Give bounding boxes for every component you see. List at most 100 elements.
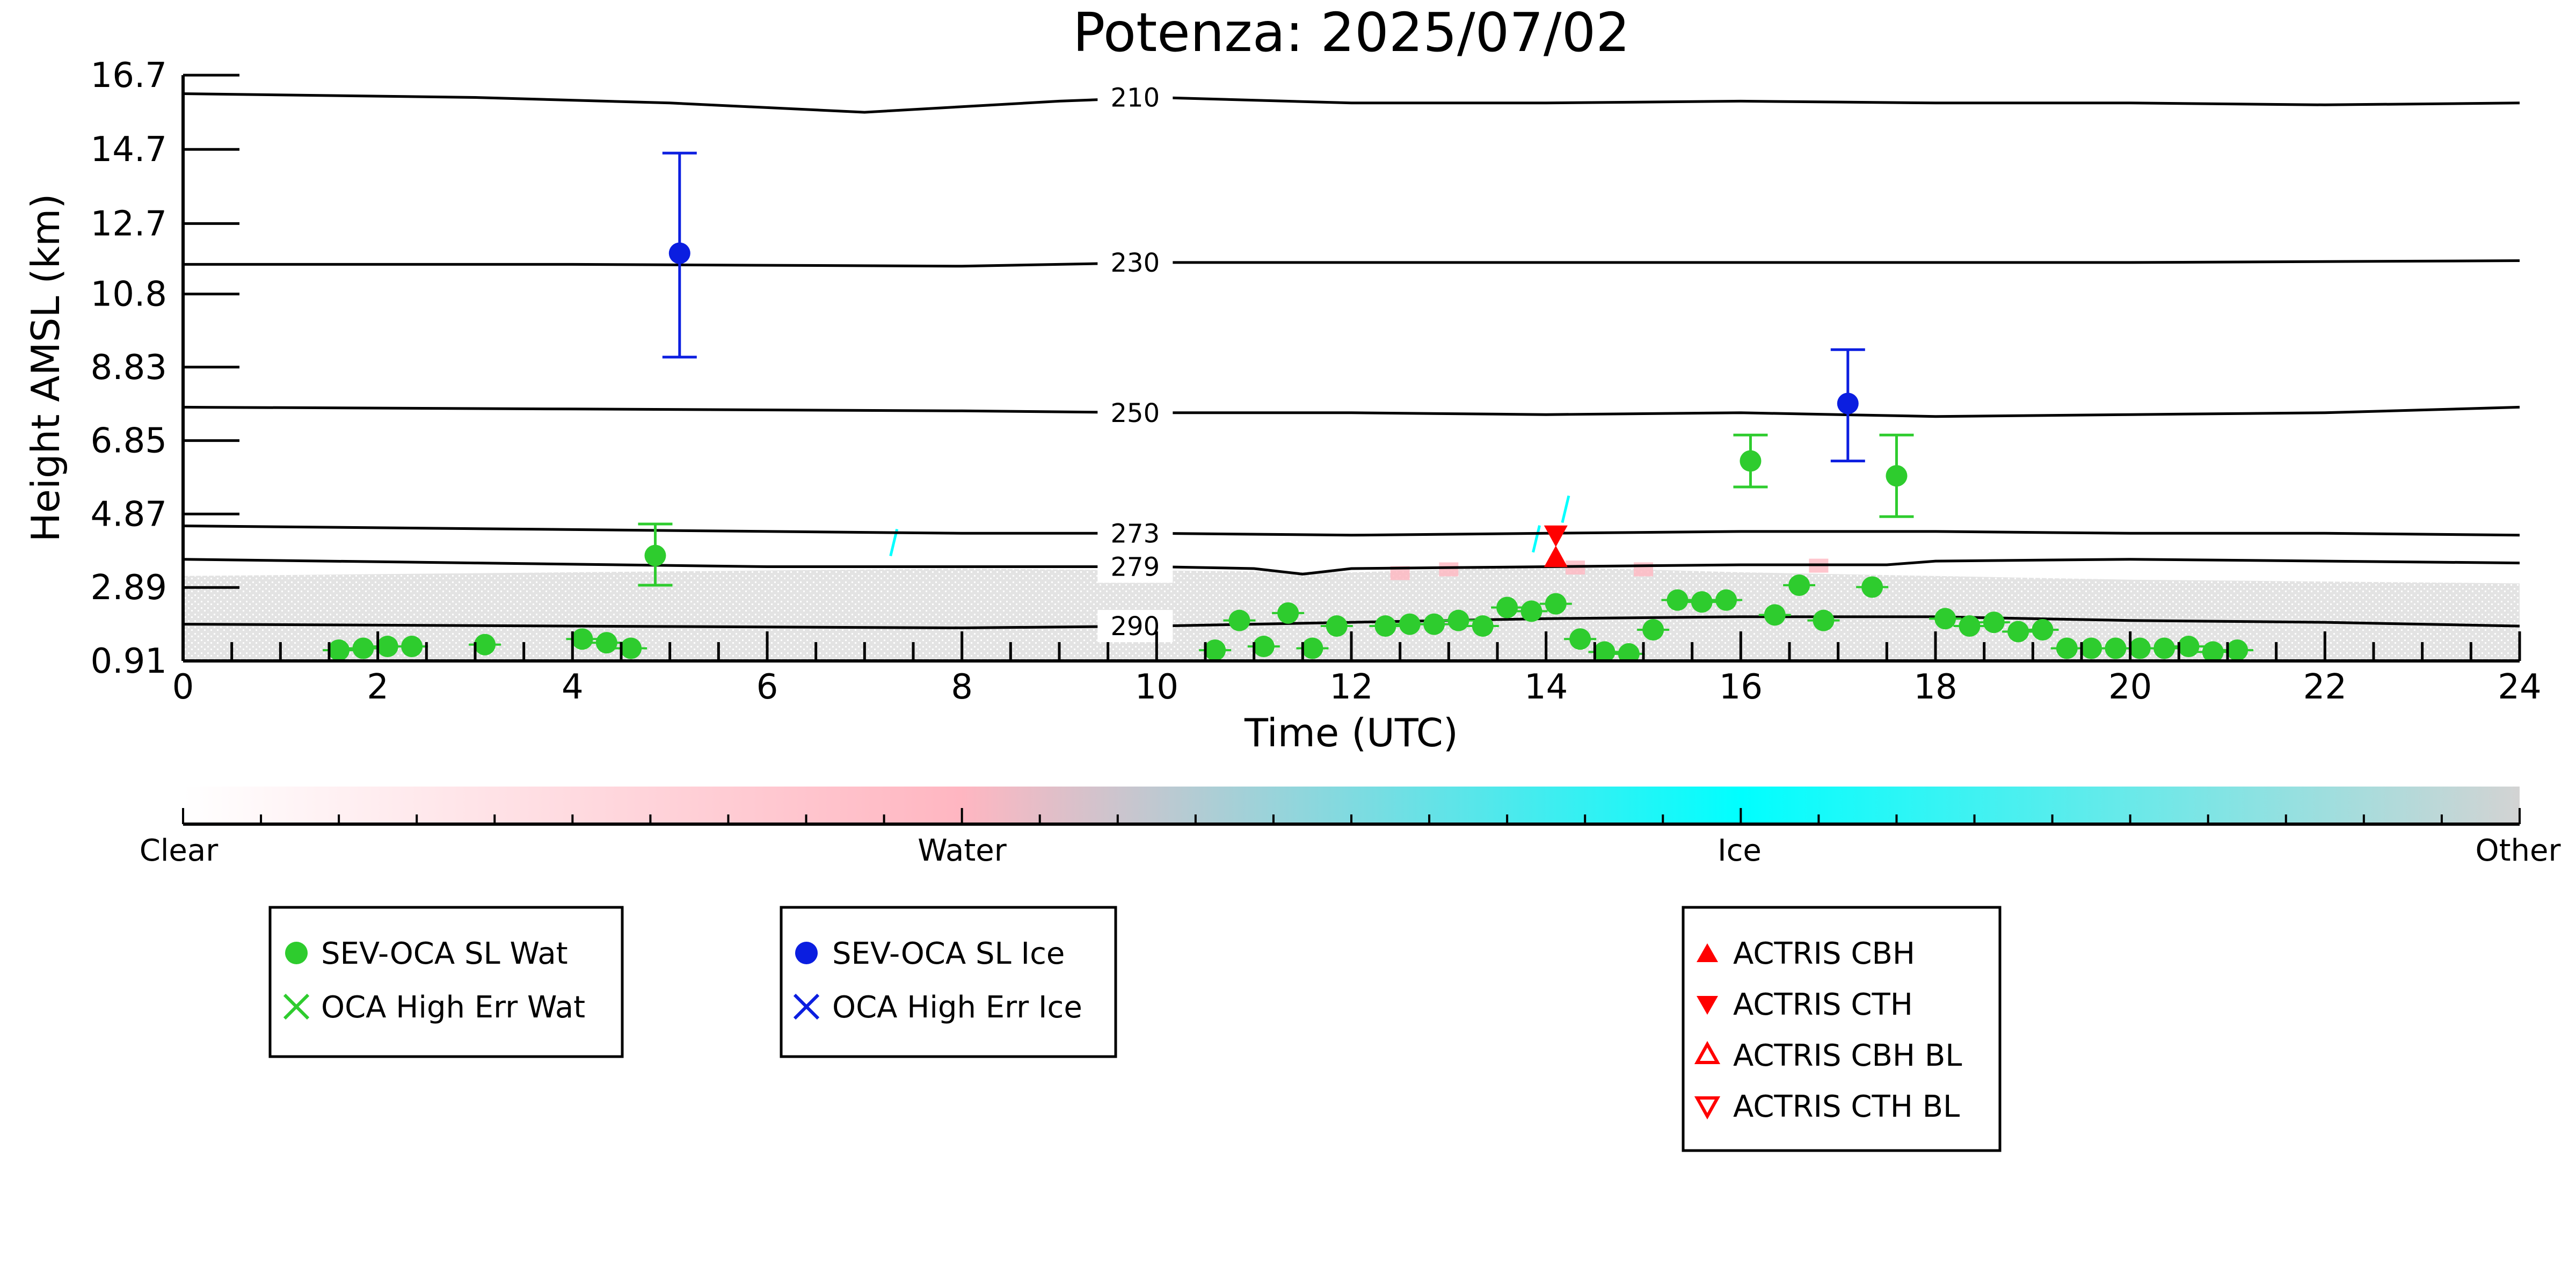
contour-label-210: 210	[1111, 83, 1160, 113]
data-point	[1886, 465, 1908, 487]
data-point	[2056, 637, 2078, 659]
water-cloud-patch	[1439, 562, 1459, 577]
legend-oca-high-err-wat: OCA High Err Wat	[321, 990, 585, 1025]
legend-sev-oca-sl-wat: SEV-OCA SL Wat	[321, 936, 568, 971]
contour-label-bg-279	[1097, 550, 1173, 583]
y-tick-label: 10.8	[91, 275, 168, 315]
y-tick-label: 16.7	[91, 56, 168, 96]
data-point	[2153, 637, 2175, 659]
legend-oca-high-err-ice: OCA High Err Ice	[832, 990, 1082, 1025]
data-point	[1277, 602, 1299, 624]
legend-water: SEV-OCA SL Wat OCA High Err Wat	[268, 906, 624, 1058]
data-point	[376, 636, 398, 658]
y-tick-label: 6.85	[91, 421, 168, 461]
contour-label-bg-273	[1097, 517, 1173, 550]
data-point	[1813, 609, 1835, 631]
legend-ice-circle-icon	[795, 942, 818, 964]
cbh-marker	[1544, 545, 1568, 567]
legend-ice-frame	[780, 906, 1117, 1058]
contour-label-290: 290	[1111, 612, 1160, 642]
x-tick-label: 0	[172, 667, 194, 707]
data-point	[2226, 639, 2248, 661]
ice-cloud-patch	[1532, 525, 1541, 553]
contour-line-290	[183, 615, 2520, 630]
data-point	[1496, 596, 1518, 618]
data-point	[1959, 615, 1981, 637]
contour-line-250	[183, 405, 2520, 418]
x-tick-label: 16	[1719, 667, 1763, 707]
legend-ice-x-icon	[793, 993, 820, 1020]
data-point	[1326, 615, 1348, 637]
y-tick-label: 8.83	[91, 348, 168, 388]
data-point	[352, 637, 374, 659]
y-tick-label: 0.91	[91, 642, 168, 681]
legend-ice: SEV-OCA SL Ice OCA High Err Ice	[780, 906, 1117, 1058]
colorbar: Clear Water Ice Other	[140, 787, 2561, 868]
y-tick-label: 4.87	[91, 494, 168, 534]
contour-label-230: 230	[1111, 248, 1160, 278]
data-point	[1618, 643, 1640, 661]
axes: 0 2 4 6 8 10 12 14 16 18 20 22 240.912.894.876.858.8…	[91, 56, 2542, 707]
data-point	[2178, 636, 2200, 658]
data-point	[1667, 589, 1689, 611]
legend-actris: ACTRIS CBH ACTRIS CTH ACTRIS CBH BL ACTR…	[1682, 906, 2002, 1152]
data-point	[1934, 608, 1956, 630]
x-tick-label: 4	[562, 667, 584, 707]
contour-label-279: 279	[1111, 552, 1160, 583]
contour-label-bg-290	[1097, 610, 1173, 643]
chart-title: Potenza: 2025/07/02	[1073, 1, 1630, 64]
legend-actris-cbh: ACTRIS CBH	[1733, 936, 1915, 971]
data-point	[2080, 637, 2102, 659]
x-tick-label: 18	[1913, 667, 1957, 707]
data-point	[1423, 613, 1445, 635]
data-point	[328, 639, 350, 661]
cth-marker	[1544, 525, 1568, 547]
legend-actris-cbh-bl: ACTRIS CBH BL	[1733, 1038, 1962, 1073]
contour-label-bg-250	[1097, 396, 1173, 429]
x-tick-label: 10	[1135, 667, 1178, 707]
x-tick-label: 24	[2498, 667, 2541, 707]
data-point	[1642, 618, 1664, 641]
data-point	[1204, 639, 1226, 661]
legend-water-circle-icon	[285, 942, 308, 964]
legend-actris-cth-bl: ACTRIS CTH BL	[1733, 1089, 1960, 1124]
y-axis-label: Height AMSL (km)	[23, 194, 68, 542]
data-point	[1472, 615, 1494, 637]
colorbar-label-ice: Ice	[1718, 833, 1762, 868]
legend-water-x-icon	[283, 993, 310, 1020]
data-point	[644, 544, 666, 566]
legend-cth-triangle-down-icon	[1697, 996, 1718, 1015]
data-point	[571, 628, 593, 650]
legend-cbh-triangle-up-icon	[1697, 943, 1718, 962]
data-point	[1861, 576, 1883, 598]
data-point	[2129, 637, 2151, 659]
data-point	[1253, 636, 1275, 658]
data-point	[1569, 628, 1591, 650]
data-point	[595, 632, 617, 654]
data-point	[401, 636, 423, 658]
data-point	[2105, 637, 2127, 659]
contour-line-230	[183, 259, 2520, 268]
contour-label-273: 273	[1111, 519, 1160, 549]
x-tick-label: 2	[367, 667, 389, 707]
x-tick-label: 8	[951, 667, 973, 707]
legend-sev-oca-sl-ice: SEV-OCA SL Ice	[832, 936, 1065, 971]
x-axis-label: Time (UTC)	[1244, 710, 1458, 755]
data-point	[1593, 641, 1616, 661]
x-tick-label: 14	[1524, 667, 1568, 707]
data-point	[1545, 593, 1567, 615]
data-point	[668, 242, 690, 264]
contour-label-bg-230	[1097, 246, 1173, 279]
data-point	[2202, 641, 2224, 661]
legend-actris-cth: ACTRIS CTH	[1733, 987, 1913, 1022]
data-point	[1983, 612, 2005, 634]
contour-line-273	[183, 525, 2520, 537]
data-point	[1301, 637, 1323, 659]
contour-line-279	[183, 558, 2520, 576]
y-tick-label: 2.89	[91, 568, 168, 608]
x-tick-label: 6	[756, 667, 778, 707]
x-tick-label: 22	[2303, 667, 2347, 707]
